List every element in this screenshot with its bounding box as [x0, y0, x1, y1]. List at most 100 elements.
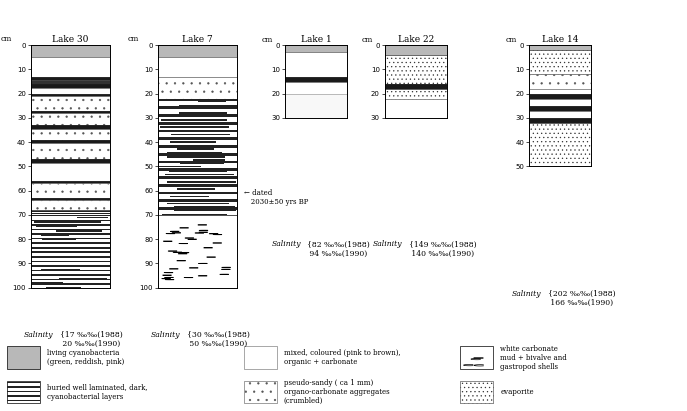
- Bar: [244, 346, 277, 369]
- Bar: [158, 122, 237, 125]
- Bar: [529, 99, 591, 106]
- Bar: [31, 274, 110, 276]
- Bar: [385, 55, 447, 84]
- Bar: [385, 45, 447, 55]
- Bar: [158, 99, 237, 101]
- Bar: [31, 81, 110, 82]
- Bar: [161, 119, 227, 120]
- Bar: [529, 74, 591, 89]
- Bar: [31, 81, 110, 84]
- Bar: [47, 243, 102, 244]
- Bar: [7, 400, 40, 402]
- Bar: [181, 137, 214, 139]
- Bar: [31, 183, 110, 198]
- Bar: [170, 141, 216, 143]
- Bar: [31, 247, 110, 249]
- Bar: [385, 84, 447, 89]
- Text: living cyanobacteria
(green, reddish, pink): living cyanobacteria (green, reddish, pi…: [47, 349, 124, 366]
- Bar: [160, 127, 229, 128]
- Bar: [78, 217, 108, 218]
- Bar: [31, 201, 110, 210]
- Bar: [34, 221, 100, 222]
- Bar: [529, 89, 591, 94]
- Bar: [31, 252, 110, 253]
- Bar: [158, 58, 237, 77]
- Bar: [171, 134, 230, 135]
- Bar: [158, 166, 201, 167]
- Bar: [165, 174, 234, 175]
- Bar: [158, 199, 237, 202]
- Bar: [158, 169, 237, 171]
- Bar: [31, 265, 110, 267]
- Bar: [460, 381, 493, 404]
- Text: pseudo-sandy ( ca 1 mm)
organo-carbonate aggregates
(crumbled): pseudo-sandy ( ca 1 mm) organo-carbonate…: [284, 379, 390, 405]
- Bar: [158, 99, 237, 215]
- Bar: [167, 152, 222, 153]
- Bar: [460, 346, 493, 369]
- Bar: [174, 210, 236, 211]
- Bar: [7, 391, 40, 393]
- Text: Salinity: Salinity: [373, 240, 403, 248]
- Bar: [158, 161, 237, 163]
- Bar: [31, 140, 110, 143]
- Text: {30 ‰‰(1988): {30 ‰‰(1988): [187, 331, 250, 339]
- Text: 20 ‰‰(1990): 20 ‰‰(1990): [60, 340, 120, 348]
- Bar: [158, 184, 237, 187]
- Bar: [7, 386, 40, 388]
- Bar: [285, 81, 347, 94]
- Bar: [177, 188, 215, 190]
- Bar: [529, 118, 591, 123]
- Bar: [31, 220, 110, 288]
- Bar: [158, 106, 237, 109]
- Bar: [158, 137, 237, 140]
- Bar: [529, 45, 591, 50]
- Bar: [285, 45, 347, 53]
- Title: Lake 7: Lake 7: [182, 35, 213, 44]
- Bar: [31, 113, 110, 125]
- Bar: [170, 170, 227, 172]
- Bar: [385, 89, 447, 99]
- Text: Salinity: Salinity: [24, 331, 54, 339]
- Bar: [31, 125, 110, 129]
- Bar: [32, 252, 72, 253]
- Bar: [31, 283, 110, 285]
- Bar: [180, 163, 224, 164]
- Bar: [7, 395, 40, 397]
- Bar: [285, 53, 347, 77]
- Bar: [31, 163, 110, 181]
- Bar: [385, 99, 447, 118]
- Bar: [43, 274, 76, 275]
- Text: Salinity: Salinity: [151, 331, 181, 339]
- Text: evaporite: evaporite: [500, 388, 534, 396]
- Bar: [31, 238, 110, 240]
- Bar: [167, 155, 225, 157]
- Bar: [162, 214, 227, 215]
- Bar: [159, 130, 227, 132]
- Bar: [41, 234, 69, 236]
- Bar: [31, 129, 110, 140]
- Text: {149 ‰‰(1988): {149 ‰‰(1988): [409, 240, 476, 248]
- Text: cm: cm: [361, 37, 372, 44]
- Bar: [31, 242, 110, 244]
- Bar: [179, 105, 236, 106]
- Bar: [31, 233, 110, 235]
- Bar: [42, 239, 76, 240]
- Text: {82 ‰‰(1988): {82 ‰‰(1988): [307, 240, 370, 248]
- Bar: [41, 269, 80, 271]
- Bar: [158, 129, 237, 132]
- Bar: [59, 278, 107, 279]
- Bar: [162, 192, 209, 193]
- Bar: [285, 94, 347, 118]
- Text: cm: cm: [262, 37, 273, 44]
- Bar: [158, 77, 237, 99]
- Bar: [167, 203, 229, 204]
- Bar: [7, 381, 40, 404]
- Bar: [55, 265, 93, 266]
- Bar: [158, 123, 226, 125]
- Bar: [529, 94, 591, 99]
- Text: white carbonate
mud + bivalve and
gastropod shells: white carbonate mud + bivalve and gastro…: [500, 344, 567, 371]
- Title: Lake 30: Lake 30: [52, 35, 89, 44]
- Bar: [31, 224, 110, 226]
- Text: {202 ‰‰(1988): {202 ‰‰(1988): [548, 290, 615, 298]
- Bar: [158, 192, 237, 194]
